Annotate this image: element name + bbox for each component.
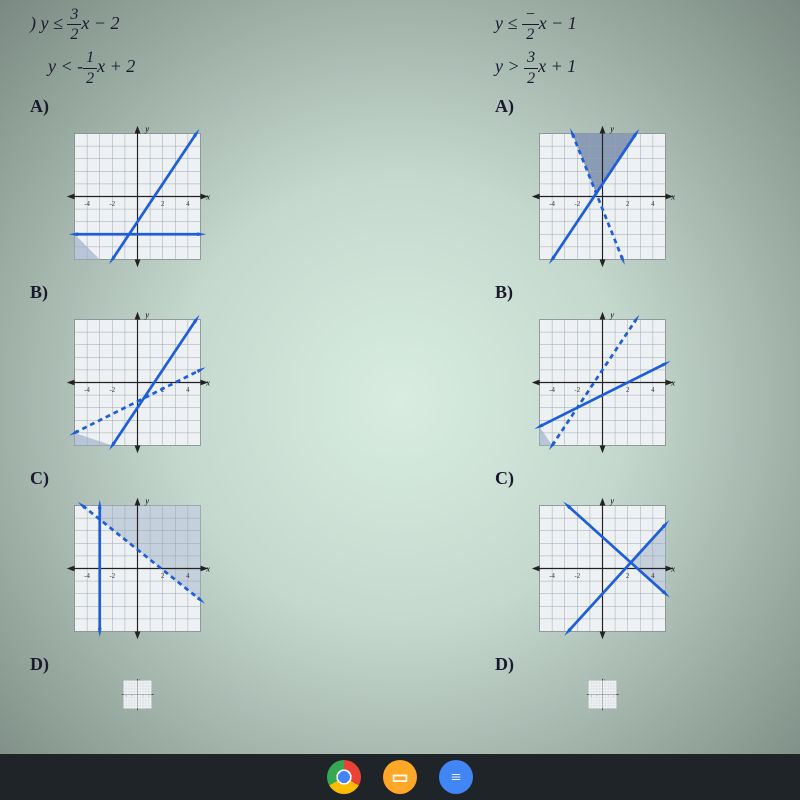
left-choice-d-label: D)	[30, 654, 215, 675]
svg-text:-4: -4	[84, 387, 90, 394]
right-graph-d: -4-224yx	[525, 677, 680, 712]
svg-text:x: x	[205, 377, 210, 387]
svg-text:-4: -4	[84, 201, 90, 208]
svg-text:-2: -2	[109, 201, 115, 208]
svg-text:-4: -4	[549, 201, 555, 208]
svg-text:-2: -2	[574, 201, 580, 208]
svg-text:y: y	[144, 309, 149, 319]
left-graph-a: -4-224yx	[60, 119, 215, 274]
left-choice-b-label: B)	[30, 282, 215, 303]
svg-text:-2: -2	[574, 387, 580, 394]
right-graph-b: -4-224yx	[525, 305, 680, 460]
svg-text:-4: -4	[549, 573, 555, 580]
right-graph-c: -4-224yx	[525, 491, 680, 646]
right-eq-1: y ≤ −2x − 1	[495, 5, 680, 44]
svg-text:x: x	[670, 563, 675, 573]
svg-text:x: x	[205, 191, 210, 201]
svg-text:y: y	[609, 495, 614, 505]
left-graph-d: -4-224yx	[60, 677, 215, 712]
left-eq-2: y < -12x + 2	[48, 48, 215, 87]
svg-text:-2: -2	[574, 573, 580, 580]
svg-text:y: y	[609, 309, 614, 319]
svg-text:-4: -4	[549, 387, 555, 394]
svg-text:y: y	[144, 123, 149, 133]
right-choice-c-label: C)	[495, 468, 680, 489]
left-graph-c: -4-224yx	[60, 491, 215, 646]
left-problem: ) y ≤ 32x − 2 y < -12x + 2 A) -4-224yx B…	[30, 5, 215, 712]
svg-text:y: y	[609, 123, 614, 133]
svg-text:y: y	[144, 495, 149, 505]
right-problem: y ≤ −2x − 1 y > 32x + 1 A) -4-224yx B) -…	[495, 5, 680, 712]
svg-text:x: x	[205, 563, 210, 573]
taskbar: ▭ ≡	[0, 754, 800, 800]
right-eq-2: y > 32x + 1	[495, 48, 680, 87]
right-choice-d-label: D)	[495, 654, 680, 675]
left-choice-c-label: C)	[30, 468, 215, 489]
chrome-icon[interactable]	[327, 760, 361, 794]
svg-text:x: x	[670, 191, 675, 201]
docs-icon[interactable]: ≡	[439, 760, 473, 794]
right-graph-a: -4-224yx	[525, 119, 680, 274]
left-graph-b: -4-224yx	[60, 305, 215, 460]
left-eq-1: ) y ≤ 32x − 2	[30, 5, 215, 44]
svg-text:-2: -2	[109, 387, 115, 394]
svg-text:-2: -2	[109, 573, 115, 580]
right-choice-b-label: B)	[495, 282, 680, 303]
left-choice-a-label: A)	[30, 96, 215, 117]
right-choice-a-label: A)	[495, 96, 680, 117]
classroom-icon[interactable]: ▭	[383, 760, 417, 794]
svg-text:-4: -4	[84, 573, 90, 580]
svg-text:x: x	[670, 377, 675, 387]
